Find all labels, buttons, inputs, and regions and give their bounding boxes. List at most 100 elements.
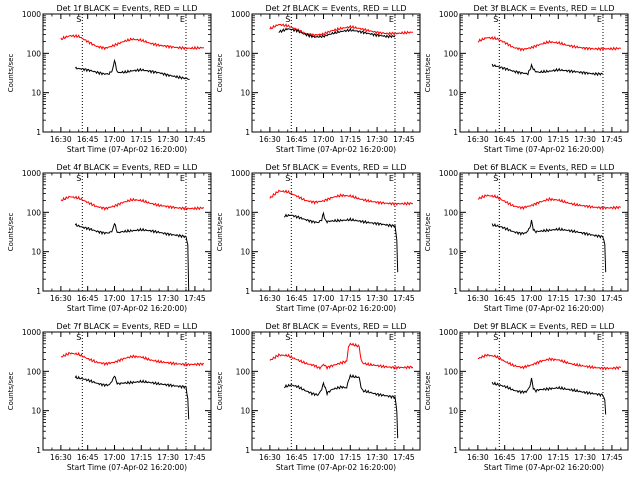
x-tick-label: 16:45 <box>77 453 99 462</box>
series-line <box>74 375 190 420</box>
x-tick-label: 16:30 <box>50 453 72 462</box>
x-tick-label: 17:00 <box>104 453 126 462</box>
x-tick-label: 17:30 <box>574 453 596 462</box>
time-marker-label: E <box>597 174 602 183</box>
y-tick-label: 1000 <box>22 328 41 337</box>
panel-5: Det 5f BLACK = Events, RED = LLD 1 10 100 10… <box>216 163 421 313</box>
panel-6: Det 6f BLACK = Events, RED = LLD 1 10 100 10… <box>424 163 629 313</box>
y-tick-label: 100 <box>444 49 459 58</box>
y-tick-label: 100 <box>27 367 42 376</box>
x-axis-label: Start Time (07-Apr-02 16:20:00) <box>67 463 187 472</box>
time-marker-label: S <box>76 174 81 183</box>
panel-8: Det 8f BLACK = Events, RED = LLD 1 10 100 10… <box>216 322 421 472</box>
y-axis-label: Counts/sec <box>216 372 224 411</box>
x-tick-label: 17:00 <box>521 453 543 462</box>
x-tick-label: 17:30 <box>574 294 596 303</box>
panel-2: Det 2f BLACK = Events, RED = LLD 1 10 100 10… <box>216 4 421 154</box>
time-marker-label: S <box>285 333 290 342</box>
time-marker-label: S <box>76 15 81 24</box>
x-tick-label: 17:15 <box>547 294 569 303</box>
x-axis-label: Start Time (07-Apr-02 16:20:00) <box>67 145 187 154</box>
x-tick-label: 17:30 <box>157 453 179 462</box>
time-marker-label: E <box>389 15 394 24</box>
y-tick-label: 1 <box>245 446 250 455</box>
x-tick-label: 17:15 <box>547 135 569 144</box>
plot-frame <box>42 172 212 292</box>
y-tick-label: 100 <box>236 367 251 376</box>
panel-title: Det 8f BLACK = Events, RED = LLD <box>265 322 406 331</box>
y-tick-label: 1 <box>453 287 458 296</box>
series-line <box>283 373 399 439</box>
time-marker-label: E <box>389 333 394 342</box>
time-marker-label: E <box>389 174 394 183</box>
time-marker-label: E <box>180 333 185 342</box>
y-tick-label: 1 <box>36 128 41 137</box>
y-axis-label: Counts/sec <box>216 54 224 93</box>
x-tick-label: 17:15 <box>130 135 152 144</box>
panel-title: Det 9f BLACK = Events, RED = LLD <box>473 322 614 331</box>
y-axis-label: Counts/sec <box>7 54 15 93</box>
panel-title: Det 3f BLACK = Events, RED = LLD <box>473 4 614 13</box>
y-axis-label: Counts/sec <box>7 372 15 411</box>
panel-9: Det 9f BLACK = Events, RED = LLD 1 10 100 10… <box>424 322 629 472</box>
y-tick-label: 1 <box>36 446 41 455</box>
x-tick-label: 16:45 <box>286 135 308 144</box>
x-tick-label: 17:45 <box>393 294 415 303</box>
x-axis-label: Start Time (07-Apr-02 16:20:00) <box>67 304 187 313</box>
y-tick-label: 100 <box>27 208 42 217</box>
y-tick-label: 1000 <box>231 10 250 19</box>
panel-7: Det 7f BLACK = Events, RED = LLD 1 10 100 10… <box>7 322 212 472</box>
x-tick-label: 17:45 <box>601 294 623 303</box>
x-tick-label: 17:00 <box>521 135 543 144</box>
x-tick-label: 17:15 <box>130 453 152 462</box>
x-tick-label: 17:15 <box>339 135 361 144</box>
time-marker-label: S <box>493 333 498 342</box>
series-line <box>491 377 607 415</box>
y-tick-label: 1 <box>453 446 458 455</box>
x-tick-label: 17:00 <box>104 294 126 303</box>
series-line <box>283 211 399 273</box>
plot-frame <box>42 331 212 451</box>
panel-title: Det 7f BLACK = Events, RED = LLD <box>56 322 197 331</box>
time-marker-label: S <box>493 174 498 183</box>
panel-4: Det 4f BLACK = Events, RED = LLD 1 10 100 10… <box>7 163 212 313</box>
y-tick-label: 1000 <box>231 328 250 337</box>
x-tick-label: 16:30 <box>259 135 281 144</box>
x-tick-label: 17:30 <box>574 135 596 144</box>
x-axis-label: Start Time (07-Apr-02 16:20:00) <box>484 304 604 313</box>
x-tick-label: 16:45 <box>286 294 308 303</box>
time-marker-label: E <box>180 15 185 24</box>
y-tick-label: 1000 <box>22 10 41 19</box>
x-tick-label: 17:30 <box>366 294 388 303</box>
x-tick-label: 16:45 <box>286 453 308 462</box>
y-tick-label: 1000 <box>439 10 458 19</box>
panel-3: Det 3f BLACK = Events, RED = LLD 1 10 100 10… <box>424 4 629 154</box>
x-axis-label: Start Time (07-Apr-02 16:20:00) <box>276 304 396 313</box>
y-tick-label: 1 <box>453 128 458 137</box>
x-tick-label: 17:00 <box>313 294 335 303</box>
x-tick-label: 16:45 <box>77 135 99 144</box>
series-line <box>60 195 205 211</box>
y-tick-label: 10 <box>240 248 250 257</box>
y-tick-label: 100 <box>444 208 459 217</box>
y-tick-label: 10 <box>31 89 41 98</box>
x-tick-label: 17:30 <box>157 294 179 303</box>
y-axis-label: Counts/sec <box>7 213 15 252</box>
plot-frame <box>42 13 212 133</box>
x-axis-label: Start Time (07-Apr-02 16:20:00) <box>484 463 604 472</box>
series-line <box>74 58 190 80</box>
plot-frame <box>459 172 629 292</box>
y-tick-label: 10 <box>240 407 250 416</box>
time-marker-label: S <box>285 15 290 24</box>
x-axis-label: Start Time (07-Apr-02 16:20:00) <box>276 145 396 154</box>
y-tick-label: 10 <box>31 248 41 257</box>
x-tick-label: 17:00 <box>313 135 335 144</box>
x-tick-label: 17:45 <box>184 294 206 303</box>
series-line <box>60 33 205 51</box>
x-tick-label: 17:45 <box>601 453 623 462</box>
panel-title: Det 6f BLACK = Events, RED = LLD <box>473 163 614 172</box>
x-tick-label: 17:30 <box>157 135 179 144</box>
x-tick-label: 17:00 <box>313 453 335 462</box>
series-line <box>269 342 414 371</box>
y-tick-label: 1000 <box>231 169 250 178</box>
